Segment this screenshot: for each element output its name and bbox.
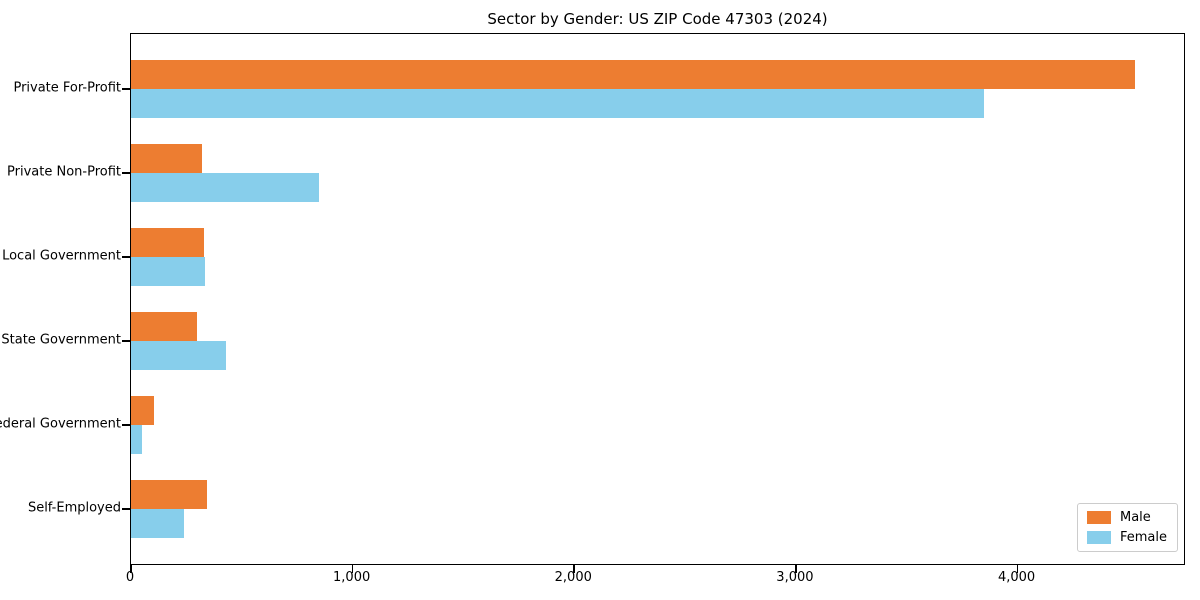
category-label: State Government <box>1 332 121 348</box>
bar-male-4 <box>131 312 197 341</box>
bar-female-1 <box>131 89 984 118</box>
category-label: Federal Government <box>0 416 121 432</box>
x-tick-label: 1,000 <box>333 570 371 585</box>
bar-male-3 <box>131 228 204 257</box>
x-tick-mark <box>351 565 354 573</box>
category-label: Local Government <box>2 248 121 264</box>
plot-area: Male Female <box>122 33 1185 573</box>
bar-male-6 <box>131 480 207 509</box>
legend-label: Male <box>1119 510 1151 525</box>
y-tick-mark <box>122 424 130 426</box>
x-axis-labels: 0 1,000 2,000 3,000 4,000 <box>126 570 1185 590</box>
y-axis-labels: Private For-Profit Private Non-Profit Loca… <box>0 33 121 565</box>
category-label: Self-Employed <box>27 500 121 516</box>
chart-title: Sector by Gender: US ZIP Code 47303 (202… <box>487 10 828 28</box>
y-tick-mark <box>122 172 130 174</box>
legend: Male Female <box>1076 503 1178 552</box>
x-tick-mark <box>130 565 132 573</box>
bar-female-3 <box>131 257 205 286</box>
legend-label: Female <box>1119 530 1167 545</box>
bar-male-2 <box>131 144 202 173</box>
x-tick-label: 2,000 <box>554 570 592 585</box>
x-tick-mark <box>1016 565 1019 573</box>
x-tick-label: 0 <box>125 570 135 585</box>
x-tick-label: 4,000 <box>997 570 1036 585</box>
legend-item-male: Male <box>1086 510 1167 525</box>
bar-female-4 <box>131 341 226 370</box>
category-label: Private For-Profit <box>13 80 121 96</box>
legend-swatch-icon <box>1086 531 1111 544</box>
y-tick-mark <box>122 256 130 258</box>
y-tick-mark <box>122 88 130 90</box>
bar-female-6 <box>131 509 184 538</box>
category-label: Private Non-Profit <box>7 164 121 180</box>
bar-male-5 <box>131 396 154 425</box>
bar-female-2 <box>131 173 319 202</box>
x-tick-mark <box>573 565 576 573</box>
bar-male-1 <box>131 60 1135 89</box>
y-tick-mark <box>122 508 130 510</box>
legend-swatch-icon <box>1086 511 1111 524</box>
bar-female-5 <box>131 425 142 454</box>
legend-item-female: Female <box>1086 530 1167 545</box>
y-tick-mark <box>122 340 130 342</box>
x-tick-mark <box>795 565 797 573</box>
x-tick-label: 3,000 <box>776 570 814 585</box>
